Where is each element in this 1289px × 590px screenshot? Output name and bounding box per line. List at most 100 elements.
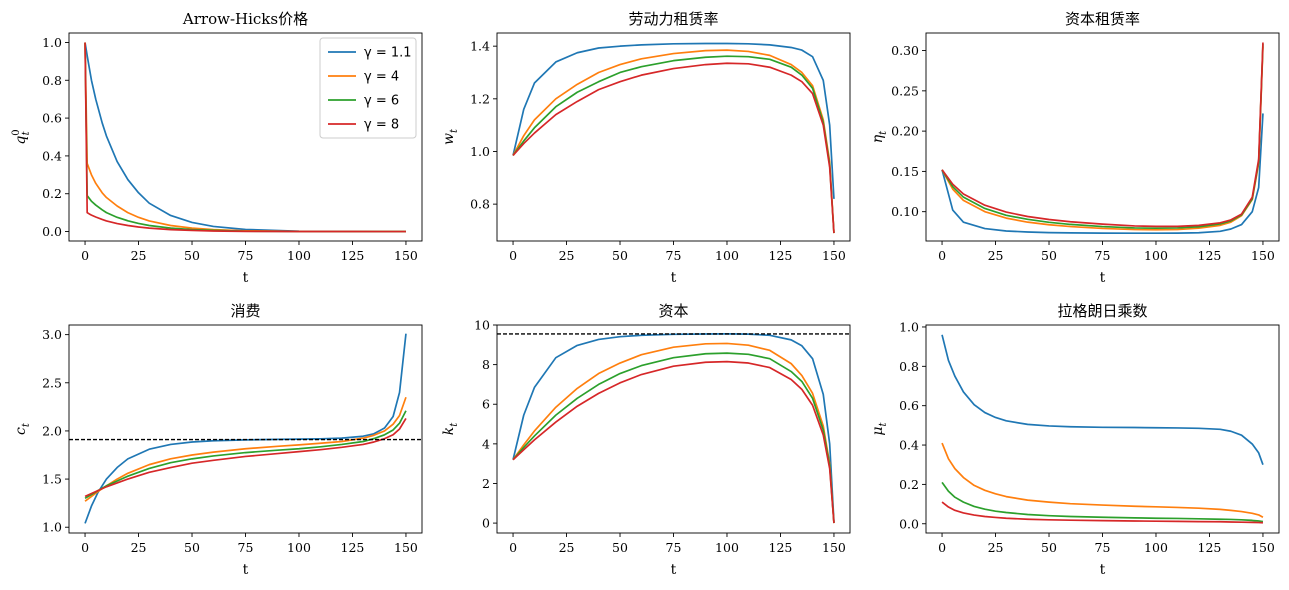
axes-frame [925, 32, 1280, 242]
x-tick-label: 50 [1041, 540, 1057, 555]
y-tick-label: 1.2 [470, 91, 490, 106]
x-tick-label: 150 [822, 248, 846, 263]
y-axis-label: ct [13, 422, 32, 435]
y-tick-label: 0.8 [470, 197, 490, 212]
chart-title: 拉格朗日乘数 [1057, 302, 1147, 320]
x-tick-label: 0 [938, 248, 946, 263]
subplot-4: 消费 0 25 50 75 100 125 150 1.0 1.5 2.0 2.5 3.0 t ct [13, 302, 423, 578]
y-tick-label: 0.8 [899, 359, 919, 374]
legend-label: γ = 8 [364, 118, 399, 133]
x-tick-label: 50 [612, 540, 628, 555]
y-axis-label: kt [441, 422, 460, 435]
series-line-2 [512, 342, 835, 524]
axes-frame [68, 324, 423, 534]
y-axis-label: q0t [11, 129, 32, 144]
y-tick-label: 4 [482, 436, 490, 451]
y-tick-label: 10 [474, 318, 490, 333]
x-tick-label: 75 [238, 540, 254, 555]
legend-box [319, 37, 417, 139]
y-tick-label: 0.0 [42, 224, 62, 239]
x-tick-label: 25 [988, 540, 1004, 555]
series-line-3 [512, 55, 835, 234]
series-line-4 [84, 417, 407, 498]
series-line-4 [84, 42, 406, 233]
x-tick-label: 150 [822, 540, 846, 555]
x-tick-label: 25 [988, 248, 1004, 263]
y-tick-label: 1.0 [470, 144, 490, 159]
series-line-1 [941, 113, 1264, 235]
x-tick-label: 75 [1095, 248, 1111, 263]
legend-label: γ = 1.1 [364, 46, 412, 61]
x-tick-label: 75 [1095, 540, 1111, 555]
x-tick-label: 125 [1198, 540, 1222, 555]
series-line-2 [512, 49, 835, 234]
chart-title: 消费 [230, 302, 260, 320]
series-line-3 [84, 410, 407, 500]
series-line-1 [84, 42, 406, 233]
y-tick-label: 0.6 [42, 111, 62, 126]
y-tick-label: 1.0 [42, 35, 62, 50]
x-tick-label: 150 [394, 540, 418, 555]
series-line-4 [512, 62, 835, 234]
x-tick-label: 50 [612, 248, 628, 263]
x-tick-label: 25 [559, 540, 575, 555]
x-tick-label: 0 [509, 540, 517, 555]
plot-area [497, 333, 850, 524]
x-tick-label: 0 [81, 540, 89, 555]
x-tick-label: 25 [131, 248, 147, 263]
series-line-1 [512, 333, 835, 523]
y-tick-label: 0.4 [899, 438, 919, 453]
x-tick-label: 125 [1198, 248, 1222, 263]
y-tick-label: 6 [482, 397, 490, 412]
y-tick-label: 2 [482, 476, 490, 491]
legend-label: γ = 6 [364, 94, 399, 109]
x-tick-label: 100 [287, 540, 311, 555]
axes-frame [68, 32, 423, 242]
x-axis-label: t [243, 270, 249, 286]
y-tick-label: 2.5 [42, 375, 62, 390]
axes-frame [925, 324, 1280, 534]
x-tick-label: 75 [666, 540, 682, 555]
series-line-2 [941, 46, 1264, 231]
x-tick-label: 50 [184, 248, 200, 263]
x-tick-label: 100 [715, 248, 739, 263]
y-tick-label: 2.0 [42, 423, 62, 438]
y-tick-label: 8 [482, 357, 490, 372]
y-tick-label: 0.15 [891, 164, 919, 179]
y-axis-label: wt [441, 128, 460, 145]
series-line-3 [941, 481, 1264, 523]
axes-frame [496, 32, 851, 242]
chart-title: 资本 [658, 302, 688, 320]
x-tick-label: 0 [938, 540, 946, 555]
x-tick-label: 125 [341, 540, 365, 555]
x-tick-label: 125 [341, 248, 365, 263]
subplot-2: 劳动力租赁率 0 25 50 75 100 125 150 0.8 1.0 1.2 1.4 t wt [441, 10, 851, 286]
x-tick-label: 125 [769, 540, 793, 555]
x-tick-label: 50 [184, 540, 200, 555]
series-line-4 [512, 360, 835, 524]
y-axis-label: ηt [870, 130, 889, 143]
y-tick-label: 1.0 [42, 520, 62, 535]
x-axis-label: t [243, 562, 249, 578]
plot-area [941, 42, 1264, 235]
x-tick-label: 100 [1144, 540, 1168, 555]
y-axis-label: μt [870, 421, 889, 435]
chart-title: Arrow-Hicks价格 [182, 10, 308, 28]
series-line-1 [941, 334, 1264, 466]
series-line-4 [941, 42, 1264, 228]
y-tick-label: 0.0 [899, 516, 919, 531]
x-axis-label: t [671, 270, 677, 286]
x-tick-label: 50 [1041, 248, 1057, 263]
x-tick-label: 25 [131, 540, 147, 555]
y-tick-label: 1.0 [899, 319, 919, 334]
legend: γ = 1.1 γ = 4 γ = 6 γ = 8 [319, 37, 417, 139]
y-tick-label: 0.30 [891, 43, 919, 58]
chart-title: 资本租赁率 [1065, 10, 1140, 28]
plot-area [84, 42, 406, 233]
subplot-6: 拉格朗日乘数 0 25 50 75 100 125 150 0.0 0.2 0.4 0.6 0.8 1.0… [870, 302, 1280, 578]
y-tick-label: 0.2 [899, 477, 919, 492]
chart-title: 劳动力租赁率 [628, 10, 718, 28]
x-axis-label: t [1100, 562, 1106, 578]
x-axis-label: t [1100, 270, 1106, 286]
